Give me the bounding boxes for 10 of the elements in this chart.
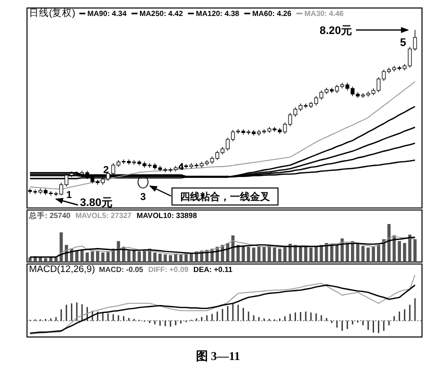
annotation: 3: [140, 192, 146, 203]
caption: 图 3—11: [196, 349, 240, 363]
annotation: 1: [66, 190, 72, 201]
annotation: 2: [103, 165, 110, 176]
annotation: 5: [400, 37, 406, 49]
annotation: 四线粘合，一线金叉: [180, 191, 271, 203]
annotation: 8.20元: [320, 25, 352, 37]
chart-title: MACD(12,26,9): [29, 264, 95, 275]
chart-title: 日线(复权): [29, 7, 76, 19]
text: 3.80元: [80, 197, 112, 209]
